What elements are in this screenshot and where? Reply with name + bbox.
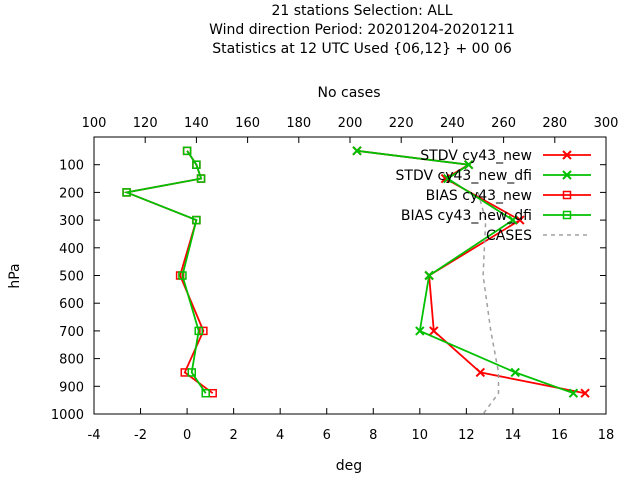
x2-tick-label: 220 <box>389 116 414 131</box>
title-line-1: 21 stations Selection: ALL <box>271 3 452 19</box>
data-point-x-marker <box>510 367 520 378</box>
y-tick-label: 300 <box>59 214 84 229</box>
x2-tick-label: 300 <box>594 116 619 131</box>
data-point-x-marker <box>580 388 590 398</box>
x2-tick-label: 140 <box>184 116 209 131</box>
x2-tick-label: 180 <box>286 116 311 131</box>
data-point-square-marker <box>192 160 201 169</box>
x-tick-label: 16 <box>551 428 568 443</box>
chart-title: 21 stations Selection: ALL Wind directio… <box>209 3 515 57</box>
data-point-square-marker <box>178 271 187 280</box>
x2-tick-label: 160 <box>235 116 260 131</box>
y-tick-label: 500 <box>59 270 84 285</box>
y-tick-label: 800 <box>59 353 84 368</box>
data-point-x-marker <box>515 215 525 225</box>
legend-label: CASES <box>486 228 532 244</box>
data-point-x-marker <box>440 173 451 184</box>
y-tick-label: 600 <box>59 297 84 312</box>
x-tick-label: 10 <box>412 428 429 443</box>
x2-tick-label: 280 <box>542 116 567 131</box>
series-line <box>123 150 214 394</box>
data-point-x-marker <box>508 215 518 225</box>
y-tick-label: 900 <box>59 380 84 395</box>
x-tick-label: 2 <box>229 428 237 443</box>
data-point-square-marker <box>194 326 203 336</box>
cases-line <box>477 192 500 415</box>
x-tick-label: -4 <box>88 428 101 443</box>
x-tick-label: 8 <box>369 428 377 443</box>
data-point-square-marker <box>199 326 208 336</box>
legend-label: STDV cy43_new <box>420 148 532 164</box>
title-line-2: Wind direction Period: 20201204-20201211 <box>209 22 515 38</box>
x2-tick-label: 100 <box>82 116 107 131</box>
y-tick-label: 100 <box>59 159 84 174</box>
data-point-square-marker <box>201 388 210 398</box>
data-point-x-marker <box>429 326 439 336</box>
data-point-square-marker <box>196 174 206 183</box>
series-3 <box>122 146 210 398</box>
data-point-square-marker <box>562 210 572 220</box>
data-point-square-marker <box>192 215 201 225</box>
y-tick-label: 1000 <box>51 408 84 423</box>
data-point-square-marker <box>187 368 196 377</box>
legend-label: STDV cy43_new_dfi <box>396 168 532 184</box>
x2-tick-label: 260 <box>491 116 516 131</box>
x2-axis-label: No cases <box>318 85 381 101</box>
x2-tick-label: 200 <box>338 116 363 131</box>
data-point-x-marker <box>424 270 434 281</box>
data-point-x-marker <box>562 150 572 160</box>
data-point-x-marker <box>475 367 486 378</box>
x-axis-label: deg <box>336 458 362 474</box>
x-tick-label: 4 <box>276 428 284 443</box>
y-tick-label: 400 <box>59 242 84 257</box>
plot-series <box>122 146 590 415</box>
legend-label: BIAS cy43_new_dfi <box>401 208 532 224</box>
x2-tick-label: 240 <box>440 116 465 131</box>
data-point-square-marker <box>122 188 131 197</box>
series-4 <box>477 192 500 415</box>
x2-tick-label: 120 <box>133 116 158 131</box>
axis-ticks: -4 -2 0 2 4 6 8 10 12 14 16 18 100 120 140 160 180 200 220… <box>51 116 619 443</box>
data-point-square-marker <box>562 190 572 200</box>
x-tick-label: 14 <box>505 428 522 443</box>
x-tick-label: 6 <box>323 428 331 443</box>
y-tick-label: 700 <box>59 325 84 340</box>
data-point-x-marker <box>352 146 362 156</box>
y-axis-label: hPa <box>7 263 23 288</box>
data-point-x-marker <box>568 388 579 398</box>
x-tick-label: 0 <box>183 428 191 443</box>
series-line <box>123 150 207 394</box>
y-tick-label: 200 <box>59 186 84 201</box>
legend-label: BIAS cy43_new <box>426 188 532 204</box>
data-point-x-marker <box>443 173 453 184</box>
x-tick-label: 18 <box>598 428 615 443</box>
series-0 <box>352 146 590 398</box>
data-point-x-marker <box>415 326 425 336</box>
data-point-x-marker <box>562 170 572 180</box>
legend: STDV cy43_new STDV cy43_new_dfi BIAS cy43_… <box>396 148 591 244</box>
data-point-square-marker <box>182 146 192 156</box>
x-tick-label: -2 <box>134 428 147 443</box>
x-tick-label: 12 <box>458 428 475 443</box>
series-1 <box>352 146 579 398</box>
title-line-3: Statistics at 12 UTC Used {06,12} + 00 0… <box>212 41 512 57</box>
data-point-x-marker <box>463 159 474 170</box>
